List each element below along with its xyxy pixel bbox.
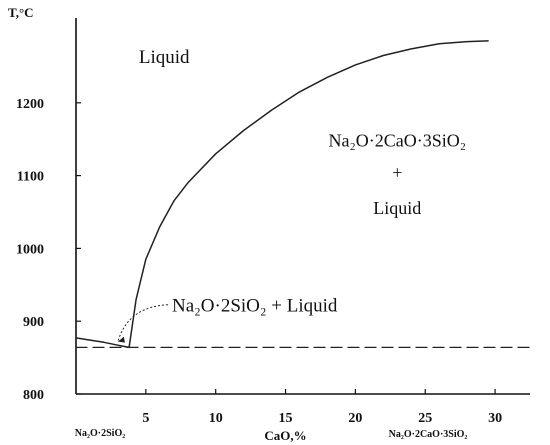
series-line-1 xyxy=(75,337,130,349)
x-tick-label-10: 10 xyxy=(209,411,223,426)
annotations: Liquid Na₂O·2CaO·3SiO₂ + Liquid Na₂O·2SiO₂ +… xyxy=(117,47,467,343)
x-tick-label-25: 25 xyxy=(418,411,432,426)
y-axis-title: T,°C xyxy=(8,5,34,20)
x-axis-title: CaO,% xyxy=(264,428,306,443)
annotation-arrowhead xyxy=(117,336,125,343)
series-group xyxy=(75,40,531,349)
y-tick-label-1100: 1100 xyxy=(17,170,44,185)
tick-marks: 800 900 1000 1100 1200 5 10 15 20 25 30 Na₂O·2SiO₂ N… xyxy=(16,97,502,440)
annotation-4: Liquid xyxy=(373,198,421,218)
x-tick-label-30: 30 xyxy=(488,411,502,426)
annotation-2: Na₂O·2CaO·3SiO₂ xyxy=(329,130,467,150)
x-tick-label-15: 15 xyxy=(279,411,293,426)
x-tick-label-5: 5 xyxy=(142,411,149,426)
y-tick-label-1200: 1200 xyxy=(16,97,44,112)
y-tick-label-900: 900 xyxy=(23,315,44,330)
axes: T,°C CaO,% xyxy=(8,5,530,443)
y-tick-label-800: 800 xyxy=(23,388,44,403)
series-line-2 xyxy=(128,40,489,349)
annotation-5: Na₂O·2SiO₂ + Liquid xyxy=(172,296,338,317)
annotation-1: Liquid xyxy=(139,47,190,68)
x-end-label-left: Na₂O·2SiO₂ xyxy=(75,428,125,439)
x-end-label-right: Na₂O·2CaO·3SiO₂ xyxy=(389,429,468,440)
annotation-arrow xyxy=(117,304,169,342)
y-tick-label-1000: 1000 xyxy=(16,242,44,257)
x-tick-label-20: 20 xyxy=(348,411,362,426)
annotation-3: + xyxy=(392,163,402,183)
